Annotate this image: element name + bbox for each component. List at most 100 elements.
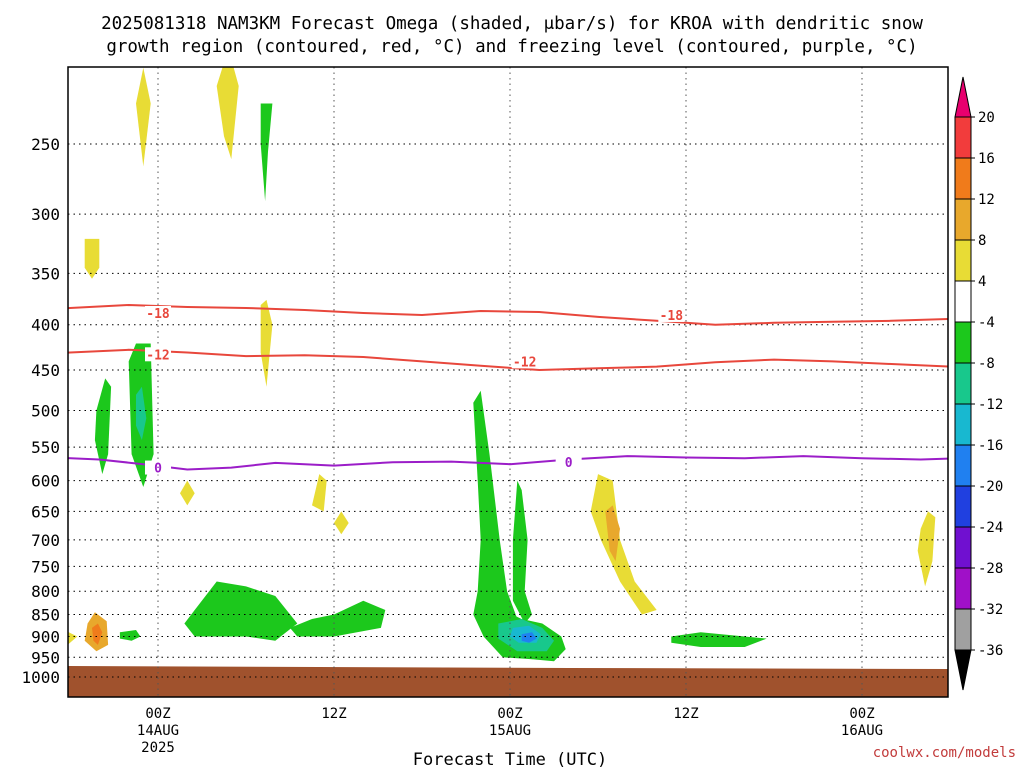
omega-region-13 xyxy=(605,505,620,562)
omega-region-21 xyxy=(290,600,386,637)
colorbar-tick-label-20: 20 xyxy=(978,110,995,126)
contour-line-2 xyxy=(68,455,948,471)
contour-label-2-0: 0 xyxy=(154,462,162,477)
omega-region-16 xyxy=(260,103,273,202)
x-tick-label-36-0: 12Z xyxy=(673,706,698,722)
omega-region-26 xyxy=(1020,395,1024,481)
x-tick-label-0-2: 2025 xyxy=(141,740,175,756)
y-tick-label-500: 500 xyxy=(31,402,60,421)
colorbar-bottom-arrow xyxy=(954,649,972,691)
x-tick-label-24-0: 00Z xyxy=(497,706,522,722)
omega-region-4 xyxy=(260,299,273,387)
x-tick-label-24-1: 15AUG xyxy=(489,723,531,739)
y-tick-label-400: 400 xyxy=(31,316,60,335)
y-tick-label-300: 300 xyxy=(31,205,60,224)
colorbar-band-8 xyxy=(954,198,972,241)
contour-label-bg-2-0 xyxy=(145,460,171,475)
contour-label-1-0: -12 xyxy=(146,348,169,363)
omega-region-35 xyxy=(521,632,537,643)
colorbar-tick-label--8: -8 xyxy=(978,356,995,372)
colorbar-tick-label--24: -24 xyxy=(978,520,1003,536)
contour-label-0-1: -18 xyxy=(660,309,684,324)
colorbar-tick-label-16: 16 xyxy=(978,151,995,167)
contour-label-bg-2-1 xyxy=(555,455,582,470)
x-tick-label-0-1: 14AUG xyxy=(137,723,179,739)
colorbar-band--8 xyxy=(954,321,972,364)
colorbar-tick-label-12: 12 xyxy=(978,192,995,208)
chart-title-line1: 2025081318 NAM3KM Forecast Omega (shaded… xyxy=(101,14,923,34)
colorbar-band--20 xyxy=(954,444,972,487)
contour-label-1-1: -12 xyxy=(513,355,536,370)
colorbar-band--36 xyxy=(954,608,972,651)
y-tick-label-950: 950 xyxy=(31,648,60,667)
omega-region-6 xyxy=(312,474,327,512)
colorbar-tick-label--16: -16 xyxy=(978,438,1003,454)
y-tick-label-850: 850 xyxy=(31,606,60,625)
colorbar-tick-label--12: -12 xyxy=(978,397,1003,413)
y-tick-label-250: 250 xyxy=(31,135,60,154)
plot-frame xyxy=(67,66,949,698)
contour-label-bg-0-0 xyxy=(145,305,171,320)
y-tick-label-650: 650 xyxy=(31,502,60,521)
x-tick-label-48-1: 16AUG xyxy=(841,723,883,739)
y-tick-label-1000: 1000 xyxy=(21,668,60,687)
colorbar-top-arrow xyxy=(954,76,972,118)
colorbar-tick-label--28: -28 xyxy=(978,561,1003,577)
omega-region-7 xyxy=(334,511,349,535)
ground-below-surface xyxy=(68,666,948,697)
x-tick-label-0-0: 00Z xyxy=(145,706,170,722)
contour-label-bg-1-0 xyxy=(145,347,171,362)
contour-line-1 xyxy=(68,348,948,372)
colorbar-tick-label-4: 4 xyxy=(978,274,986,290)
y-tick-label-600: 600 xyxy=(31,472,60,491)
colorbar-band--32 xyxy=(954,567,972,610)
plot-border xyxy=(67,66,949,698)
chart-title-line2: growth region (contoured, red, °C) and f… xyxy=(106,37,917,57)
y-tick-label-550: 550 xyxy=(31,438,60,457)
y-axis-pressure-ticks: 250 300 350 400 450 500 550 600 650 700 750 800 850 9… xyxy=(21,135,60,687)
omega-region-14 xyxy=(92,623,103,645)
colorbar-band--16 xyxy=(954,403,972,446)
omega-region-18 xyxy=(512,480,532,624)
colorbar-band-4 xyxy=(954,239,972,282)
omega-region-22 xyxy=(94,378,112,475)
colorbar-band--24 xyxy=(954,485,972,528)
contour-label-bg-1-1 xyxy=(511,354,538,369)
omega-shading xyxy=(68,67,1024,662)
contour-label-0-0: -18 xyxy=(146,307,170,322)
omega-region-1 xyxy=(84,238,100,279)
temperature-contours: -18-18-18-12-12-12000 xyxy=(68,303,948,477)
y-tick-label-700: 700 xyxy=(31,531,60,550)
omega-region-11 xyxy=(68,631,78,645)
ground-surface-fill xyxy=(68,666,948,697)
colorbar-band--4 xyxy=(954,280,972,323)
x-tick-label-12-0: 12Z xyxy=(321,706,346,722)
omega-region-5 xyxy=(180,480,195,506)
omega-region-25 xyxy=(987,262,1002,300)
grid-lines xyxy=(68,67,948,697)
watermark-text: coolwx.com/models xyxy=(873,745,1016,761)
y-tick-label-750: 750 xyxy=(31,557,60,576)
omega-region-20 xyxy=(184,581,298,641)
y-tick-label-350: 350 xyxy=(31,264,60,283)
y-tick-label-800: 800 xyxy=(31,582,60,601)
omega-region-17 xyxy=(473,390,547,660)
colorbar-band-16 xyxy=(954,116,972,159)
colorbar-band--12 xyxy=(954,362,972,405)
colorbar-tick-label-8: 8 xyxy=(978,233,986,249)
omega-region-8 xyxy=(590,474,657,615)
colorbar-tick-label--32: -32 xyxy=(978,602,1003,618)
colorbar-band--28 xyxy=(954,526,972,569)
omega-region-3 xyxy=(216,67,239,160)
omega-region-2 xyxy=(136,67,151,167)
omega-region-9 xyxy=(917,511,936,587)
colorbar-tick-label--36: -36 xyxy=(978,643,1003,659)
contour-label-bg-0-1 xyxy=(658,307,685,322)
omega-region-32 xyxy=(136,386,147,441)
contour-label-2-1: 0 xyxy=(565,456,573,471)
omega-region-24 xyxy=(671,632,767,647)
omega-region-23 xyxy=(119,630,141,641)
y-tick-label-450: 450 xyxy=(31,361,60,380)
